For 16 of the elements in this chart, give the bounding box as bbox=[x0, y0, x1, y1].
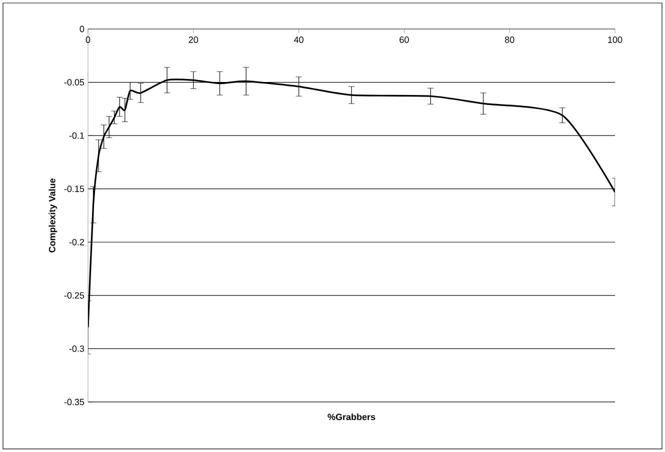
y-tick-label: 0 bbox=[80, 26, 84, 32]
x-tick-label: 80 bbox=[504, 36, 514, 43]
y-tick-label: -0.2 bbox=[69, 238, 84, 246]
x-tick-label: 60 bbox=[400, 36, 409, 43]
y-tick-label: -0.1 bbox=[69, 132, 84, 139]
y-tick-label: -0.15 bbox=[64, 186, 84, 192]
x-tick-label: 40 bbox=[294, 36, 304, 43]
x-tick-label: 100 bbox=[608, 36, 622, 43]
y-axis-title: Complexity Value bbox=[48, 178, 58, 252]
y-tick-label: -0.25 bbox=[64, 292, 84, 299]
x-axis-title: %Grabbers bbox=[328, 414, 376, 420]
x-tick-label: 20 bbox=[188, 36, 198, 43]
x-tick-label: 0 bbox=[86, 36, 90, 43]
y-tick-label: -0.3 bbox=[69, 346, 84, 352]
y-tick-label: -0.05 bbox=[64, 79, 84, 86]
y-tick-label: -0.35 bbox=[64, 398, 84, 406]
